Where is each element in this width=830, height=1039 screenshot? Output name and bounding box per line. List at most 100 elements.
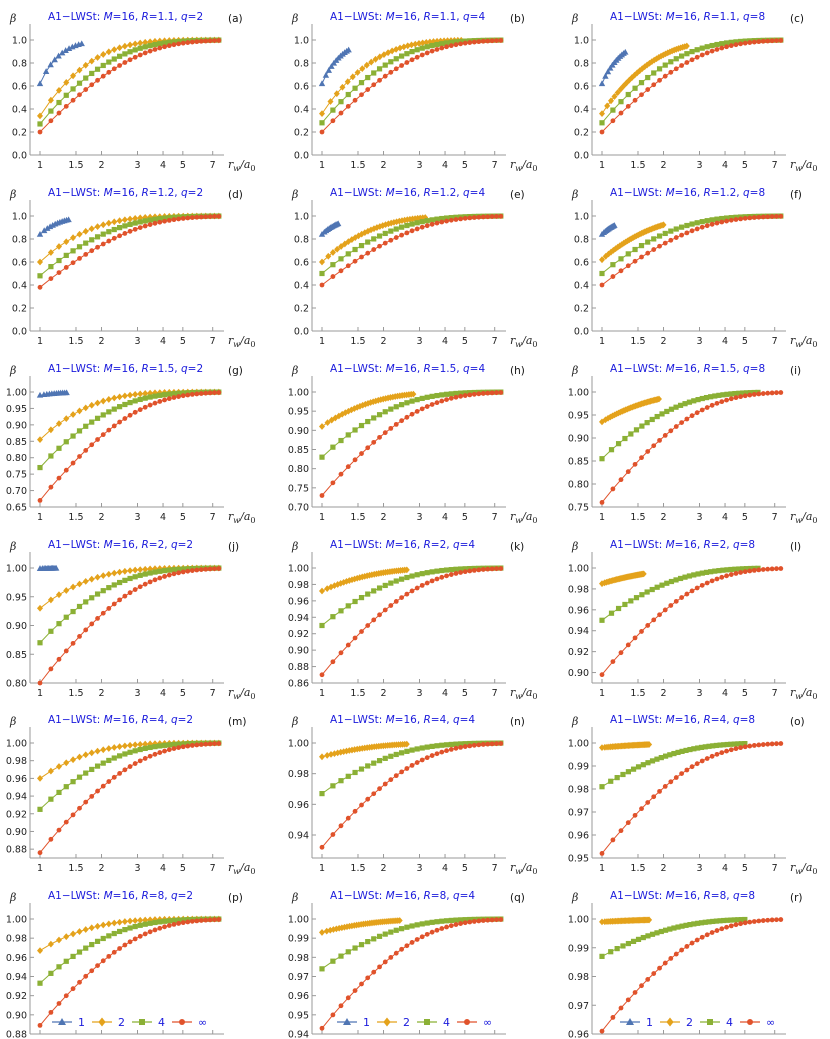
data-point: [376, 758, 383, 764]
data-point: [617, 85, 624, 93]
data-point: [56, 621, 62, 627]
data-point: [76, 774, 83, 780]
data-point: [137, 758, 143, 764]
data-point: [458, 917, 464, 923]
x-tick-label: 4: [160, 863, 166, 874]
data-point: [203, 214, 209, 220]
x-tick-label: 5: [742, 863, 748, 874]
data-point: [117, 225, 123, 231]
data-point: [751, 567, 757, 573]
data-point: [37, 273, 43, 279]
y-tick-label: 0.94: [288, 1030, 309, 1039]
data-point: [625, 91, 631, 98]
x-tick-label: 7: [492, 336, 498, 347]
data-point: [756, 391, 762, 397]
series-inf: [319, 38, 504, 135]
data-point: [89, 595, 95, 601]
data-point: [419, 934, 425, 940]
data-point: [376, 933, 383, 939]
data-point: [429, 221, 435, 227]
data-point: [189, 568, 195, 573]
data-point: [63, 993, 69, 999]
data-point: [180, 744, 186, 750]
x-tick-label: 1: [599, 863, 605, 874]
data-point: [462, 40, 468, 46]
title-r-value: =4,: [711, 714, 733, 726]
x-tick-label: 3: [134, 863, 140, 874]
data-point: [424, 394, 430, 400]
panel-title: A1−LWSt: M=16, R=2, q=8: [610, 539, 755, 551]
data-point: [338, 778, 344, 784]
data-point: [409, 940, 415, 945]
data-point: [625, 940, 632, 947]
data-point: [778, 213, 784, 219]
data-point: [599, 851, 605, 856]
series-line: [601, 919, 781, 1032]
data-point: [100, 241, 106, 247]
data-point: [628, 598, 634, 604]
data-point: [359, 451, 364, 456]
data-point: [651, 70, 657, 76]
data-point: [327, 98, 334, 105]
data-point: [63, 933, 70, 941]
x-tick-label: 5: [180, 160, 186, 171]
title-q-label: q: [453, 539, 460, 551]
data-point: [147, 570, 153, 576]
legend-marker: [747, 1019, 753, 1025]
x-tick-label: 5: [462, 863, 468, 874]
data-point: [414, 746, 420, 752]
x-tick-label: 2: [98, 863, 104, 874]
data-point: [56, 789, 62, 796]
data-point: [639, 983, 644, 989]
data-point: [610, 837, 616, 843]
data-point: [77, 805, 82, 811]
data-point: [404, 924, 410, 930]
data-point: [462, 215, 468, 221]
data-point: [419, 921, 425, 927]
data-point: [453, 217, 459, 222]
data-point: [662, 73, 668, 79]
data-point: [728, 923, 734, 929]
data-point: [467, 916, 473, 923]
panel-title: A1−LWSt: M=16, R=1.2, q=8: [610, 187, 765, 199]
data-point: [714, 928, 720, 933]
data-point: [679, 224, 685, 230]
data-point: [122, 751, 128, 757]
data-point: [365, 623, 371, 628]
data-point: [189, 392, 195, 397]
data-point: [429, 402, 435, 407]
data-point: [127, 57, 133, 63]
series-1: [36, 216, 72, 237]
data-point: [37, 464, 43, 471]
data-point: [127, 49, 133, 55]
panel-tag: (e): [510, 189, 525, 201]
data-point: [95, 788, 100, 794]
data-point: [88, 924, 95, 932]
data-point: [122, 223, 128, 229]
data-point: [489, 741, 495, 747]
data-point: [743, 566, 750, 572]
x-axis-label: rw/a0: [790, 1037, 817, 1039]
data-point: [724, 748, 729, 754]
data-point: [365, 939, 371, 945]
data-point: [335, 412, 342, 420]
x-tick-label: 4: [722, 688, 728, 699]
data-point: [494, 917, 499, 923]
data-point: [641, 63, 648, 71]
data-point: [203, 38, 209, 44]
data-point: [458, 921, 464, 926]
data-point: [176, 921, 182, 926]
data-point: [132, 748, 138, 754]
data-point: [94, 922, 101, 930]
x-tick-label: 2: [660, 863, 666, 874]
data-point: [76, 80, 83, 86]
data-point: [599, 672, 605, 678]
data-point: [393, 578, 399, 584]
title-r-label: R: [704, 714, 711, 726]
data-point: [618, 650, 624, 656]
panel-title: A1−LWSt: M=16, R=8, q=8: [610, 890, 755, 902]
data-point: [106, 238, 112, 244]
data-point: [721, 742, 727, 748]
data-point: [388, 69, 394, 75]
legend-marker: [626, 1018, 634, 1025]
